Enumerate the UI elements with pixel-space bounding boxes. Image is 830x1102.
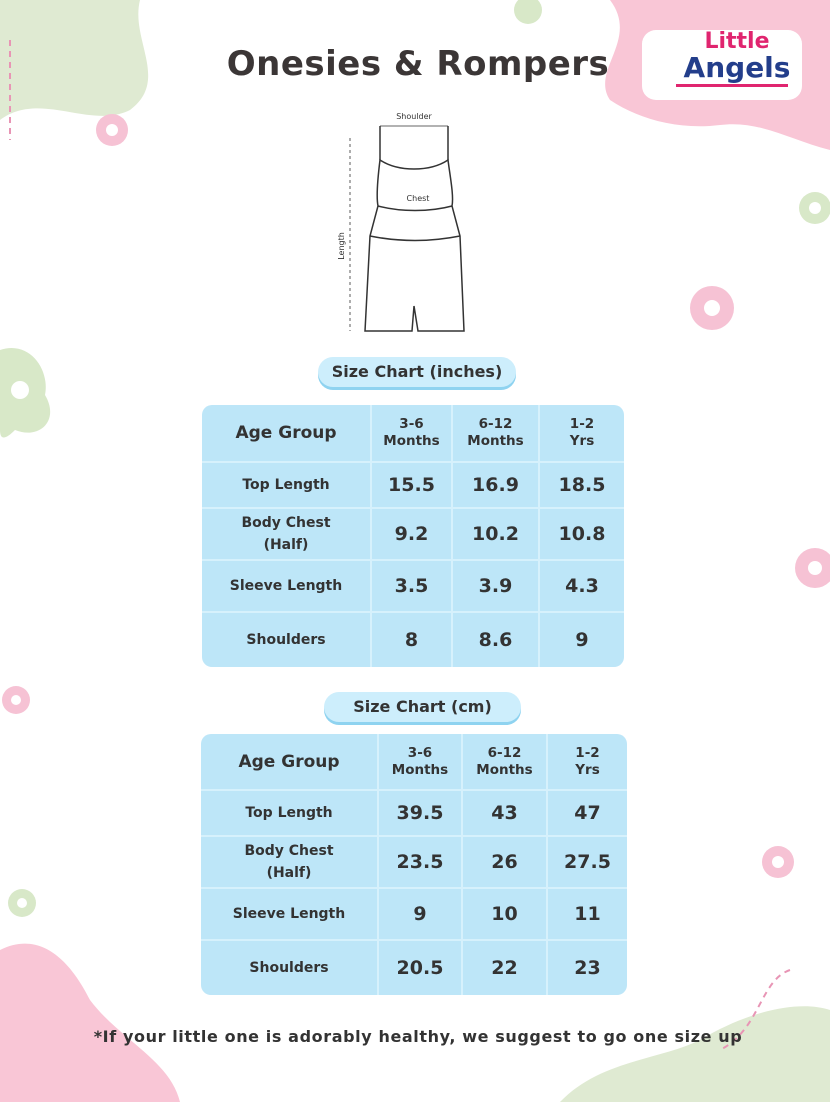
measurement-value: 47	[546, 789, 627, 837]
table-row: Body Chest (Half) 23.5 26 27.5	[201, 835, 627, 889]
measurement-value: 16.9	[451, 461, 540, 509]
measurement-label: Top Length	[201, 789, 379, 837]
column-header: 3-6 Months	[370, 405, 453, 463]
footnote: *If your little one is adorably healthy,…	[93, 1027, 743, 1046]
length-label: Length	[337, 232, 346, 260]
measurement-value: 9.2	[370, 507, 453, 561]
romper-diagram: Shoulder Chest Length	[337, 112, 465, 332]
brand-logo: Little Angels	[642, 30, 802, 100]
table-row: Top Length 15.5 16.9 18.5	[202, 461, 624, 509]
column-header: 1-2 Yrs	[538, 405, 624, 463]
measurement-value: 18.5	[538, 461, 624, 509]
measurement-value: 15.5	[370, 461, 453, 509]
measurement-value: 22	[461, 939, 548, 995]
measurement-value: 20.5	[377, 939, 463, 995]
measurement-label: Shoulders	[201, 939, 379, 995]
measurement-label: Top Length	[202, 461, 372, 509]
measurement-label: Body Chest (Half)	[201, 835, 379, 889]
measurement-value: 9	[538, 611, 624, 667]
measurement-label: Sleeve Length	[202, 559, 372, 613]
size-chart-inches-table: Age Group 3-6 Months 6-12 Months 1-2 Yrs Top…	[202, 405, 624, 667]
measurement-value: 3.5	[370, 559, 453, 613]
table-row: Shoulders 8 8.6 9	[202, 611, 624, 667]
logo-line1: Little	[704, 29, 770, 54]
measurement-value: 11	[546, 887, 627, 941]
size-chart-inches-title: Size Chart (inches)	[318, 357, 516, 387]
shoulder-label: Shoulder	[396, 112, 432, 121]
table-row: Sleeve Length 9 10 11	[201, 887, 627, 941]
age-group-header: Age Group	[202, 405, 372, 463]
table-row: Sleeve Length 3.5 3.9 4.3	[202, 559, 624, 613]
measurement-value: 27.5	[546, 835, 627, 889]
measurement-label: Shoulders	[202, 611, 372, 667]
measurement-value: 4.3	[538, 559, 624, 613]
column-header: 6-12 Months	[451, 405, 540, 463]
size-chart-cm-title: Size Chart (cm)	[324, 692, 521, 722]
measurement-value: 8.6	[451, 611, 540, 667]
measurement-value: 9	[377, 887, 463, 941]
table-row: Shoulders 20.5 22 23	[201, 939, 627, 995]
measurement-value: 26	[461, 835, 548, 889]
size-chart-cm-table: Age Group 3-6 Months 6-12 Months 1-2 Yrs Top…	[201, 734, 627, 995]
age-group-header: Age Group	[201, 734, 379, 791]
measurement-value: 3.9	[451, 559, 540, 613]
chest-label: Chest	[407, 194, 430, 203]
table-row: Body Chest (Half) 9.2 10.2 10.8	[202, 507, 624, 561]
column-header: 1-2 Yrs	[546, 734, 627, 791]
page-title: Onesies & Rompers	[226, 44, 610, 84]
column-header: 6-12 Months	[461, 734, 548, 791]
measurement-value: 10	[461, 887, 548, 941]
measurement-value: 23	[546, 939, 627, 995]
measurement-label: Sleeve Length	[201, 887, 379, 941]
measurement-value: 8	[370, 611, 453, 667]
measurement-value: 23.5	[377, 835, 463, 889]
table-header-row: Age Group 3-6 Months 6-12 Months 1-2 Yrs	[201, 734, 627, 791]
measurement-label: Body Chest (Half)	[202, 507, 372, 561]
logo-line2: Angels	[683, 51, 791, 84]
measurement-value: 10.2	[451, 507, 540, 561]
measurement-value: 43	[461, 789, 548, 837]
table-header-row: Age Group 3-6 Months 6-12 Months 1-2 Yrs	[202, 405, 624, 463]
measurement-value: 10.8	[538, 507, 624, 561]
column-header: 3-6 Months	[377, 734, 463, 791]
measurement-value: 39.5	[377, 789, 463, 837]
table-row: Top Length 39.5 43 47	[201, 789, 627, 837]
